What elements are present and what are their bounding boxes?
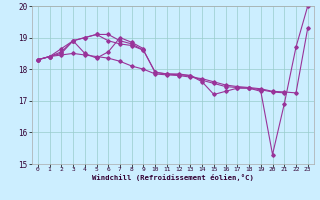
X-axis label: Windchill (Refroidissement éolien,°C): Windchill (Refroidissement éolien,°C) [92, 174, 254, 181]
